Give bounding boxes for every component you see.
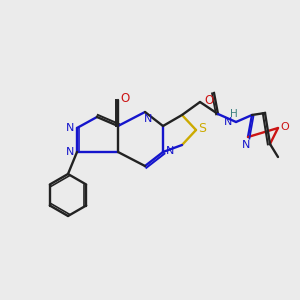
Text: N: N [166, 146, 174, 156]
Text: S: S [198, 122, 206, 136]
Text: O: O [280, 122, 290, 132]
Text: N: N [144, 114, 152, 124]
Text: N: N [66, 147, 74, 157]
Text: O: O [204, 94, 214, 106]
Text: N: N [66, 123, 74, 133]
Text: O: O [120, 92, 130, 106]
Text: H: H [230, 109, 238, 119]
Text: N: N [224, 117, 232, 127]
Text: N: N [242, 140, 250, 150]
